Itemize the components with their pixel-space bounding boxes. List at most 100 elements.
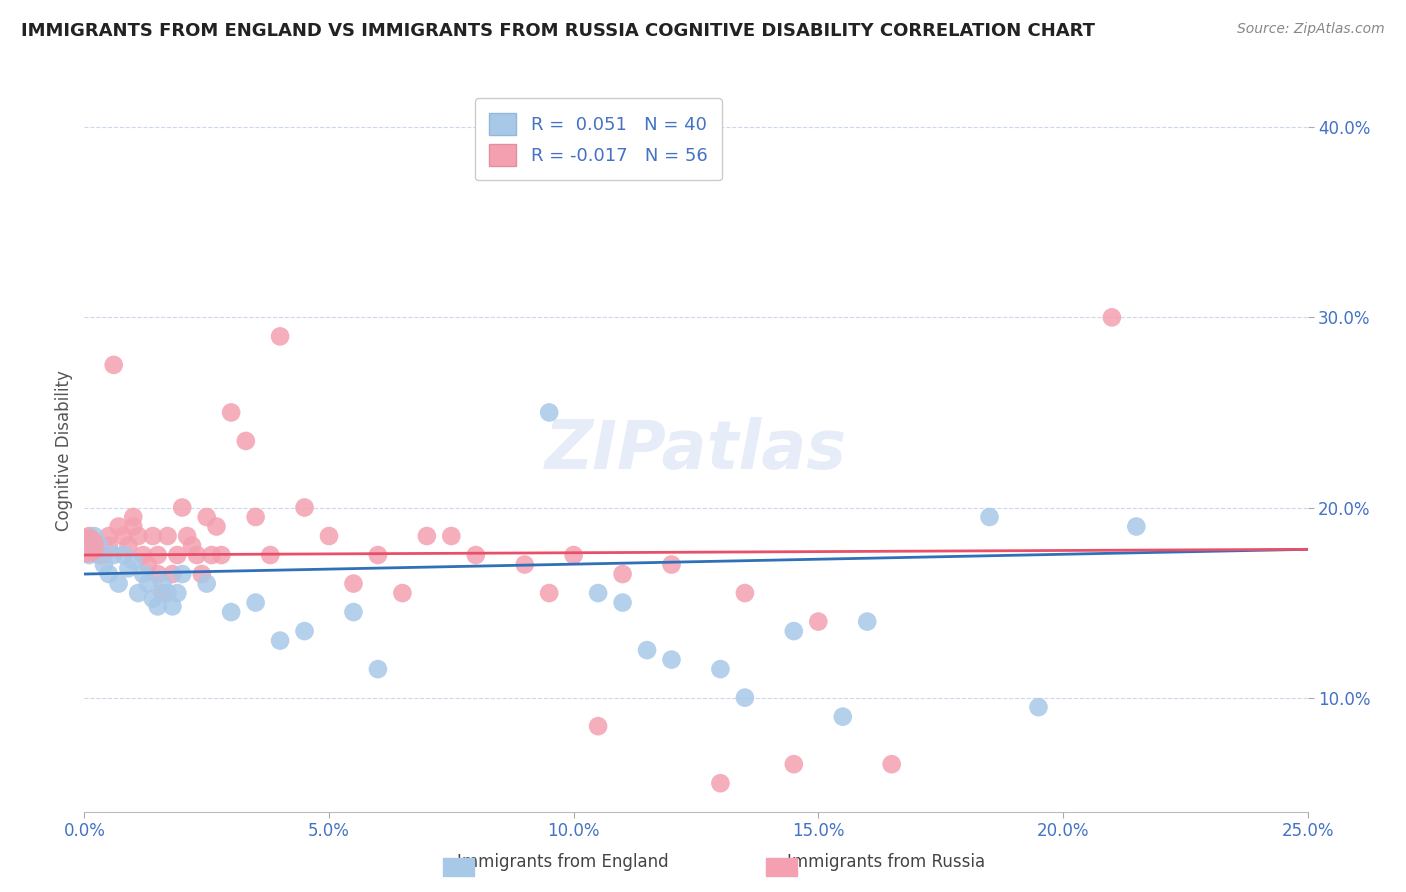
Point <box>76 539 98 553</box>
Point <box>186 548 208 562</box>
Point <box>586 586 609 600</box>
Point <box>97 539 120 553</box>
Point <box>979 510 1001 524</box>
Point <box>172 500 194 515</box>
Point <box>245 596 267 610</box>
Point <box>122 510 145 524</box>
Point <box>181 539 204 553</box>
Point <box>166 548 188 562</box>
Point <box>87 548 110 562</box>
Point <box>77 548 100 562</box>
Point <box>146 567 169 582</box>
Point <box>162 567 184 582</box>
Point <box>538 586 561 600</box>
Point <box>831 709 853 723</box>
Text: Immigrants from Russia: Immigrants from Russia <box>787 853 984 871</box>
Point <box>132 548 155 562</box>
Point <box>166 586 188 600</box>
Point <box>440 529 463 543</box>
Point <box>127 586 149 600</box>
Point <box>709 662 731 676</box>
Point <box>209 548 232 562</box>
Point <box>612 596 634 610</box>
Point <box>734 690 756 705</box>
Text: Source: ZipAtlas.com: Source: ZipAtlas.com <box>1237 22 1385 37</box>
Point <box>117 561 139 575</box>
Point <box>342 576 364 591</box>
Point <box>294 624 316 639</box>
Point <box>107 519 129 533</box>
Point <box>152 576 174 591</box>
Point <box>880 757 903 772</box>
Point <box>122 554 145 568</box>
Point <box>269 329 291 343</box>
Point <box>136 558 159 572</box>
Point <box>156 529 179 543</box>
Text: IMMIGRANTS FROM ENGLAND VS IMMIGRANTS FROM RUSSIA COGNITIVE DISABILITY CORRELATI: IMMIGRANTS FROM ENGLAND VS IMMIGRANTS FR… <box>21 22 1095 40</box>
Point <box>235 434 257 448</box>
Point <box>513 558 536 572</box>
Point <box>612 567 634 582</box>
Point <box>107 576 129 591</box>
Point <box>93 558 115 572</box>
Point <box>709 776 731 790</box>
Point <box>83 539 105 553</box>
Point <box>87 539 110 553</box>
Point <box>636 643 658 657</box>
Point <box>538 405 561 419</box>
Point <box>77 529 100 543</box>
Point <box>367 548 389 562</box>
Point <box>195 576 218 591</box>
Point <box>856 615 879 629</box>
Point <box>97 567 120 582</box>
Point <box>172 567 194 582</box>
Point <box>127 529 149 543</box>
Point <box>146 599 169 614</box>
Text: ZIPatlas: ZIPatlas <box>546 417 846 483</box>
Point <box>318 529 340 543</box>
Point <box>367 662 389 676</box>
Point <box>391 586 413 600</box>
Point <box>661 652 683 666</box>
Point <box>136 576 159 591</box>
Point <box>783 757 806 772</box>
Point <box>219 605 242 619</box>
Point <box>152 586 174 600</box>
Point <box>83 529 105 543</box>
Point <box>245 510 267 524</box>
Point <box>156 586 179 600</box>
Point <box>205 519 228 533</box>
Point <box>586 719 609 733</box>
Point <box>162 599 184 614</box>
Point <box>132 567 155 582</box>
Point <box>191 567 214 582</box>
Point <box>294 500 316 515</box>
Point <box>219 405 242 419</box>
Point <box>117 539 139 553</box>
Point <box>416 529 439 543</box>
Point <box>1028 700 1050 714</box>
Point <box>93 548 115 562</box>
Point <box>112 529 135 543</box>
Point <box>807 615 830 629</box>
Point <box>176 529 198 543</box>
Point <box>1125 519 1147 533</box>
Point <box>1101 310 1123 325</box>
Point <box>97 529 120 543</box>
Legend: R =  0.051   N = 40, R = -0.017   N = 56: R = 0.051 N = 40, R = -0.017 N = 56 <box>475 98 721 180</box>
Point <box>661 558 683 572</box>
Point <box>146 548 169 562</box>
Point <box>103 358 125 372</box>
Y-axis label: Cognitive Disability: Cognitive Disability <box>55 370 73 531</box>
Point <box>112 548 135 562</box>
Text: Immigrants from England: Immigrants from England <box>457 853 668 871</box>
Point <box>259 548 281 562</box>
Point <box>103 548 125 562</box>
Point <box>342 605 364 619</box>
Point <box>200 548 222 562</box>
Point <box>783 624 806 639</box>
Point <box>142 591 165 606</box>
Point <box>562 548 585 562</box>
Point <box>195 510 218 524</box>
Point <box>142 529 165 543</box>
